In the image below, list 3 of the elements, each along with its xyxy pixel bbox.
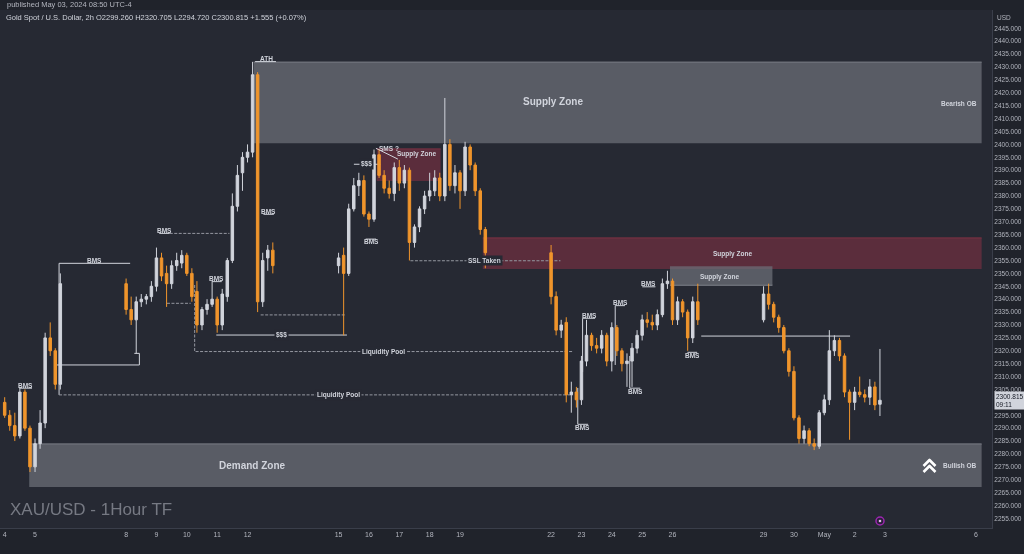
annotation: XAU/USD - 1Hour TF — [10, 500, 173, 519]
annotation: Demand Zone — [219, 460, 286, 471]
annotation: Supply Zone — [523, 96, 584, 107]
